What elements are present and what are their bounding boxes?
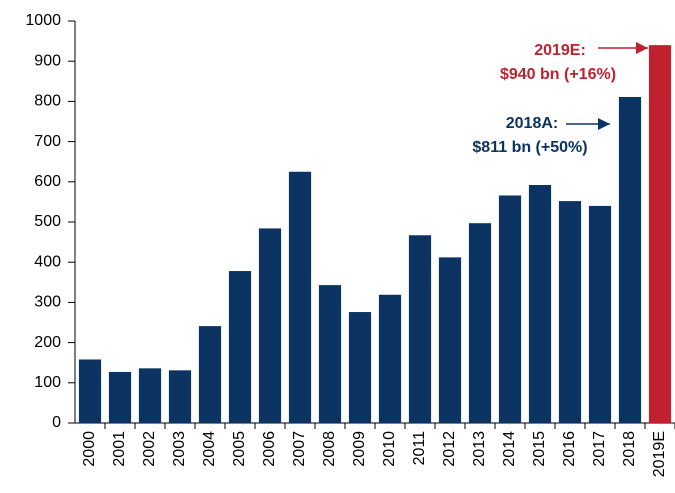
annotation: 2019E: [534, 42, 586, 59]
annotation: 2018A: [506, 115, 558, 132]
x-tick-label: 2018 [621, 431, 638, 467]
x-tick-label: 2003 [171, 431, 188, 467]
y-tick-label: 0 [52, 414, 61, 431]
bar [138, 368, 162, 423]
y-tick-label: 300 [34, 294, 61, 311]
x-tick-label: 2016 [561, 431, 578, 467]
bar [378, 294, 402, 423]
y-tick-label: 800 [34, 93, 61, 110]
y-tick-label: 600 [34, 173, 61, 190]
x-tick-label: 2014 [501, 431, 518, 467]
x-tick-label: 2015 [531, 431, 548, 467]
bar [288, 171, 312, 423]
y-tick-label: 700 [34, 133, 61, 150]
x-tick-label: 2001 [111, 431, 128, 467]
x-tick-label: 2008 [321, 431, 338, 467]
bar [108, 371, 132, 423]
x-tick-label: 2019E [651, 431, 668, 477]
bar [558, 201, 582, 423]
x-tick-label: 2005 [231, 431, 248, 467]
y-tick-label: 1000 [25, 12, 61, 29]
bar [468, 223, 492, 423]
y-tick-label: 900 [34, 52, 61, 69]
x-tick-label: 2007 [291, 431, 308, 467]
bar [498, 195, 522, 423]
x-tick-label: 2013 [471, 431, 488, 467]
annotation: $811 bn (+50%) [472, 139, 587, 156]
bar [318, 285, 342, 423]
x-tick-label: 2000 [81, 431, 98, 467]
x-tick-label: 2004 [201, 431, 218, 467]
x-tick-label: 2011 [411, 431, 428, 466]
bar [228, 271, 252, 423]
x-tick-label: 2017 [591, 431, 608, 467]
y-tick-label: 100 [34, 374, 61, 391]
x-tick-label: 2002 [141, 431, 158, 467]
bar [258, 228, 282, 423]
bar [348, 312, 372, 423]
bar [438, 257, 462, 423]
bar [408, 235, 432, 423]
bar [618, 96, 642, 423]
bar [588, 205, 612, 423]
y-tick-label: 200 [34, 334, 61, 351]
bar [168, 370, 192, 423]
x-tick-label: 2009 [351, 431, 368, 467]
bar [198, 326, 222, 423]
bar [78, 359, 102, 423]
annotation: $940 bn (+16%) [500, 66, 616, 83]
bar [648, 45, 672, 424]
x-tick-label: 2012 [441, 431, 458, 467]
x-tick-label: 2006 [261, 431, 278, 467]
bar [528, 185, 552, 423]
y-tick-label: 400 [34, 253, 61, 270]
x-tick-label: 2010 [381, 431, 398, 467]
y-tick-label: 500 [34, 213, 61, 230]
